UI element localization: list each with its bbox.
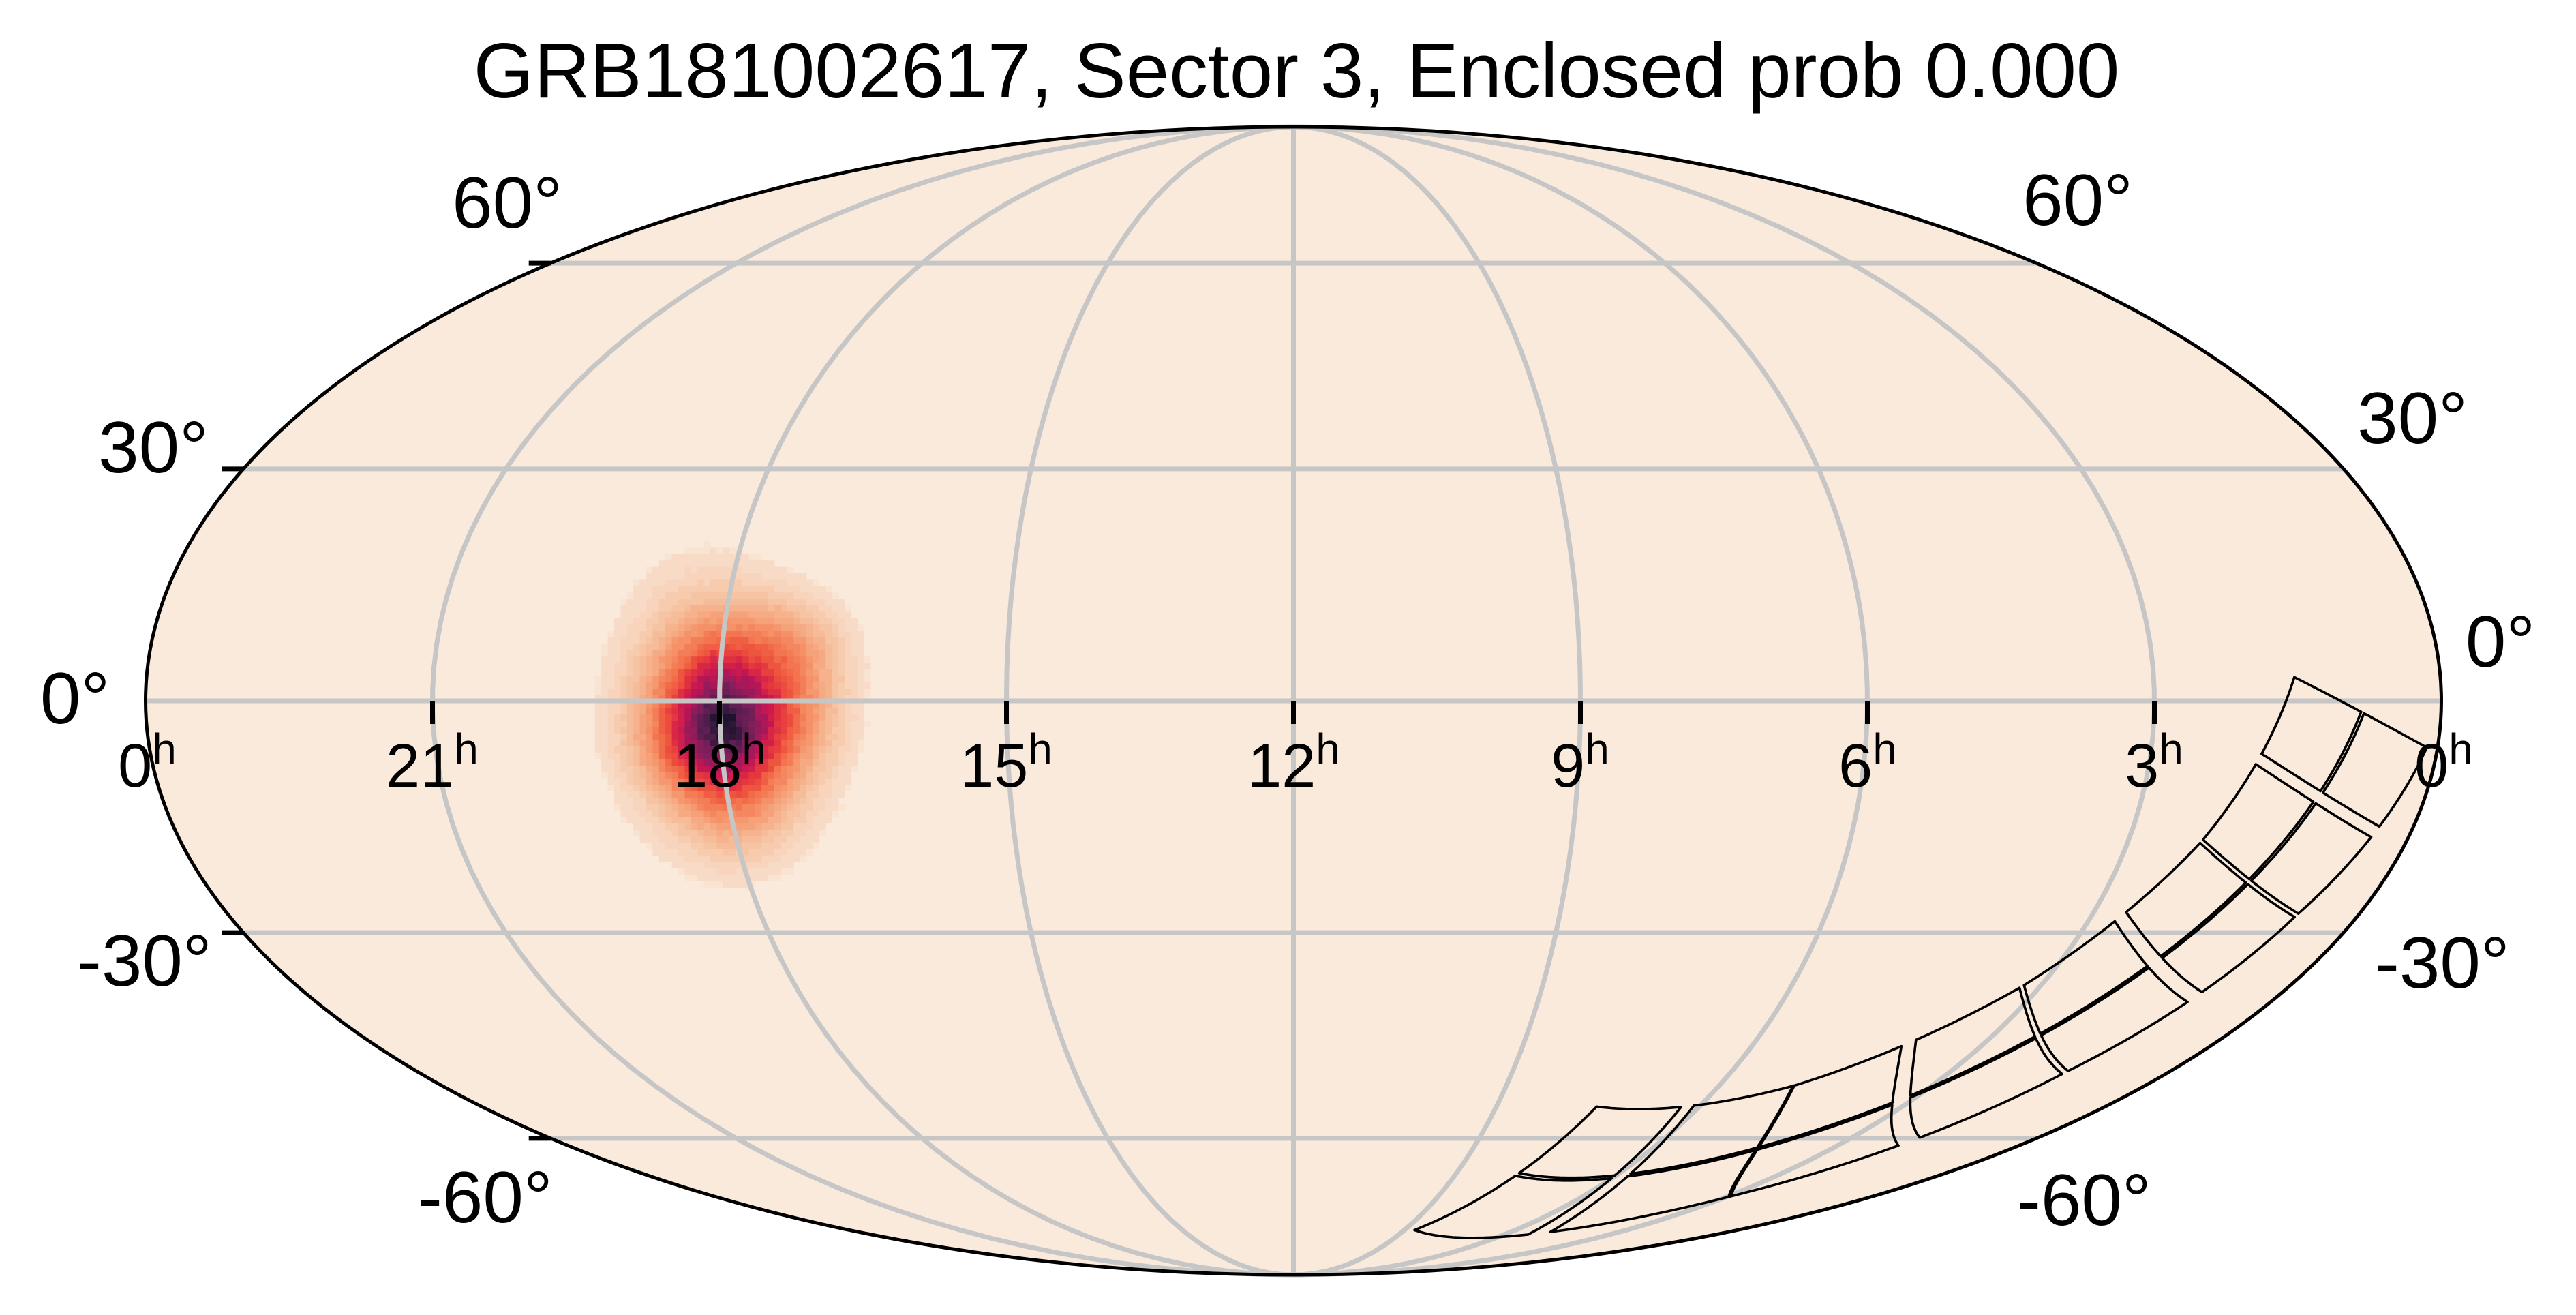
svg-text:0°: 0° (2466, 601, 2535, 682)
svg-text:9h: 9h (1551, 725, 1609, 800)
svg-text:-60°: -60° (418, 1156, 552, 1238)
svg-text:60°: 60° (452, 162, 562, 243)
svg-text:18h: 18h (673, 725, 766, 800)
svg-text:0°: 0° (40, 657, 110, 739)
svg-text:-60°: -60° (2016, 1159, 2151, 1241)
svg-text:30°: 30° (98, 406, 209, 488)
svg-text:60°: 60° (2022, 159, 2133, 241)
svg-text:-30°: -30° (2375, 922, 2509, 1003)
svg-text:6h: 6h (1838, 725, 1897, 800)
svg-text:GRB181002617, Sector 3, Enclos: GRB181002617, Sector 3, Enclosed prob 0.… (474, 28, 2120, 115)
svg-text:-30°: -30° (77, 920, 211, 1001)
svg-text:3h: 3h (2125, 725, 2183, 800)
svg-text:30°: 30° (2357, 377, 2468, 459)
